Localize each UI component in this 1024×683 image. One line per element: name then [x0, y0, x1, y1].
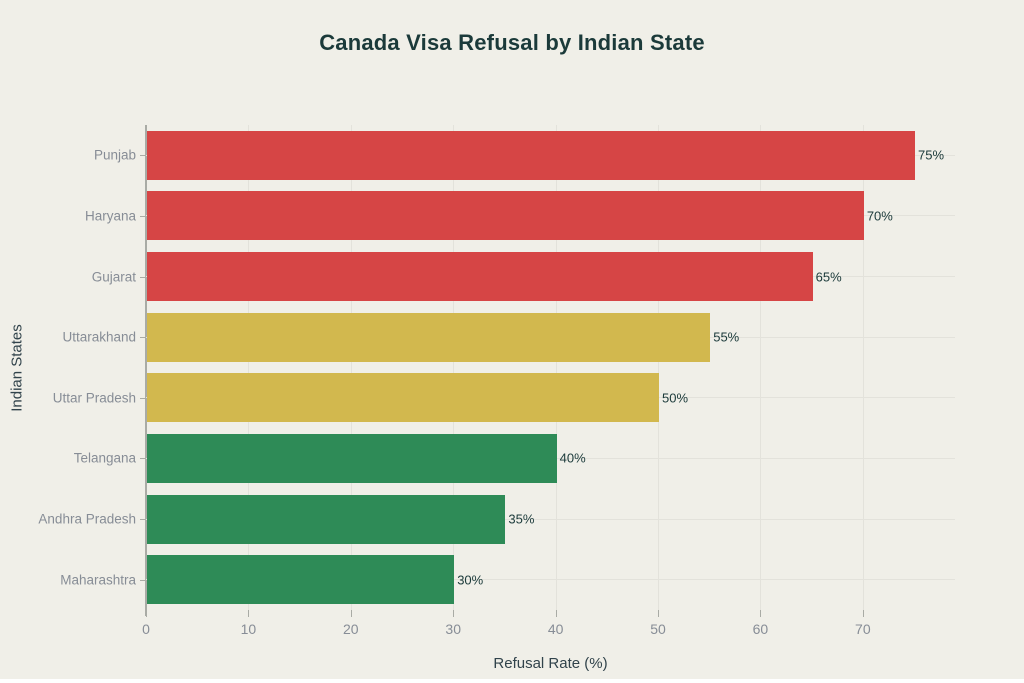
x-tick-mark [350, 610, 352, 617]
y-tick-mark [140, 397, 146, 399]
bar-punjab [147, 130, 916, 180]
x-gridline [350, 125, 352, 610]
bar-andhra-pradesh [147, 494, 506, 544]
y-tick-label-maharashtra: Maharashtra [60, 572, 136, 588]
x-gridline [658, 125, 660, 610]
bar-telangana [147, 433, 557, 483]
bar-haryana [147, 191, 864, 241]
y-tick-mark [140, 215, 146, 217]
x-tick-mark [760, 610, 762, 617]
y-tick-mark [140, 276, 146, 278]
x-tick-mark [555, 610, 557, 617]
x-tick-mark [146, 610, 147, 617]
x-tick-label: 60 [752, 621, 769, 637]
x-gridline [760, 125, 762, 610]
y-tick-label-gujarat: Gujarat [91, 269, 136, 285]
plot-area: 75% 70% 65% 55% 50% 40% 35% 30% [146, 125, 955, 610]
x-gridline [248, 125, 250, 610]
x-tick-label: 40 [547, 621, 564, 637]
bar-value-label: 70% [866, 208, 893, 224]
bar-value-label: 75% [918, 147, 945, 163]
x-tick-mark [862, 610, 864, 617]
x-axis-title: Refusal Rate (%) [493, 655, 608, 672]
y-tick-mark [140, 579, 146, 581]
x-gridline [453, 125, 455, 610]
x-tick-label: 30 [445, 621, 461, 637]
y-axis-line [145, 125, 147, 616]
y-tick-label-punjab: Punjab [93, 147, 136, 163]
x-tick-mark [248, 610, 250, 617]
chart-title: Canada Visa Refusal by Indian State [319, 30, 705, 55]
x-tick-label: 20 [343, 621, 359, 637]
bottom-strip [0, 679, 1024, 683]
bar-uttarakhand [147, 312, 711, 362]
y-gridline [146, 518, 955, 520]
bar-value-label: 40% [559, 450, 586, 466]
x-tick-mark [453, 610, 455, 617]
y-tick-mark [140, 337, 146, 339]
bar-value-label: 30% [457, 572, 484, 588]
y-tick-label-telangana: Telangana [73, 450, 136, 466]
y-tick-mark [140, 519, 146, 521]
x-tick-label: 10 [240, 621, 257, 637]
y-tick-label-uttarakhand: Uttarakhand [62, 329, 136, 345]
y-tick-mark [140, 155, 146, 157]
y-gridline [146, 579, 955, 581]
x-tick-label: 70 [855, 621, 871, 637]
bar-value-label: 55% [713, 329, 740, 345]
x-tick-label: 0 [142, 621, 150, 637]
x-tick-mark [658, 610, 660, 617]
y-tick-label-uttar-pradesh: Uttar Pradesh [52, 390, 136, 406]
bar-value-label: 65% [815, 269, 842, 285]
y-tick-mark [140, 458, 146, 460]
bar-maharashtra [147, 555, 455, 605]
y-tick-label-haryana: Haryana [84, 208, 136, 224]
x-gridline [862, 125, 864, 610]
bar-value-label: 50% [662, 390, 689, 406]
y-tick-label-andhra-pradesh: Andhra Pradesh [38, 511, 136, 527]
bar-value-label: 35% [508, 511, 535, 527]
bar-gujarat [147, 252, 813, 302]
x-tick-label: 50 [650, 621, 666, 637]
bar-uttar-pradesh [147, 373, 660, 423]
x-gridline [555, 125, 557, 610]
